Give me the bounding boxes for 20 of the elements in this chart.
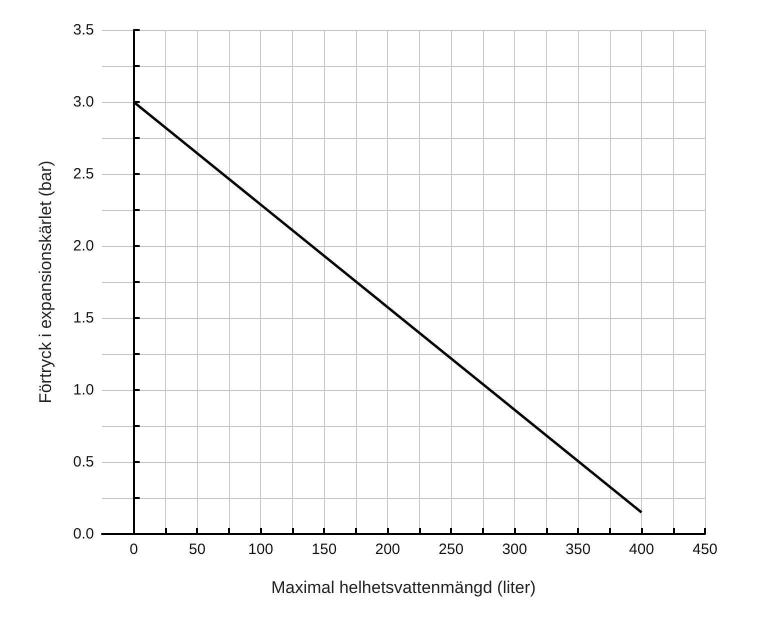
y-tick-label: 3.0 bbox=[73, 94, 94, 110]
y-tick-label: 1.0 bbox=[73, 382, 94, 398]
x-tick-label: 50 bbox=[188, 541, 206, 558]
x-tick-label: 400 bbox=[629, 541, 654, 558]
x-tick-label: 200 bbox=[375, 541, 400, 558]
y-tick-label: 2.0 bbox=[73, 238, 94, 254]
y-tick-label: 3.5 bbox=[73, 22, 94, 38]
x-tick-label: 150 bbox=[312, 541, 337, 558]
x-axis-title: Maximal helhetsvattenmängd (liter) bbox=[271, 578, 536, 597]
x-tick-label: 0 bbox=[130, 541, 138, 558]
x-tick-label: 100 bbox=[248, 541, 274, 558]
y-tick-label: 0.0 bbox=[73, 526, 94, 542]
x-tick-label: 300 bbox=[502, 541, 528, 558]
x-tick-label: 350 bbox=[566, 541, 591, 558]
y-axis-title: Förtryck i expansionskärlet (bar) bbox=[36, 160, 55, 404]
x-tick-label: 450 bbox=[692, 541, 718, 558]
y-tick-label: 1.5 bbox=[73, 310, 94, 326]
y-tick-label: 0.5 bbox=[73, 454, 94, 470]
x-tick-label: 250 bbox=[438, 541, 464, 558]
y-tick-label: 2.5 bbox=[73, 166, 94, 182]
